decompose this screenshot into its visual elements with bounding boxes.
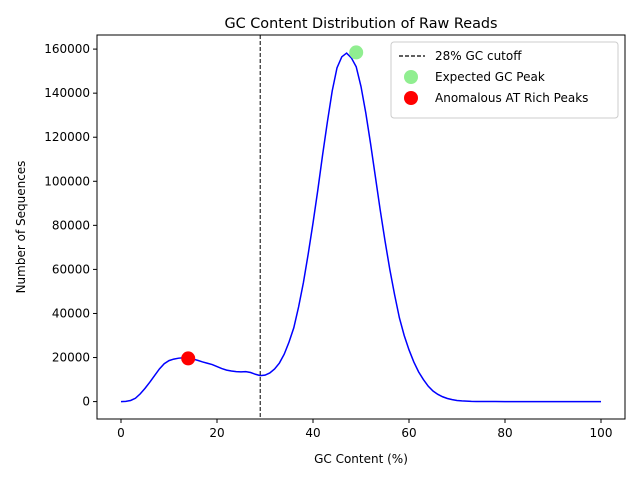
- y-tick-label: 100000: [44, 174, 90, 188]
- y-tick-label: 120000: [44, 130, 90, 144]
- y-tick-label: 80000: [52, 218, 90, 232]
- y-tick-label: 140000: [44, 86, 90, 100]
- legend-cutoff-label: 28% GC cutoff: [435, 49, 522, 63]
- y-tick-label: 160000: [44, 42, 90, 56]
- y-tick-label: 0: [82, 395, 90, 409]
- peak-marker-0: [349, 45, 364, 60]
- x-tick-label: 60: [401, 426, 416, 440]
- x-axis-label: GC Content (%): [314, 452, 408, 466]
- y-tick-label: 40000: [52, 306, 90, 320]
- x-tick-label: 40: [305, 426, 320, 440]
- x-tick-label: 80: [497, 426, 512, 440]
- chart-title: GC Content Distribution of Raw Reads: [224, 16, 497, 32]
- peak-marker-1: [181, 351, 196, 366]
- y-axis-label: Number of Sequences: [14, 161, 28, 294]
- y-tick-label: 20000: [52, 351, 90, 365]
- x-tick-label: 20: [209, 426, 224, 440]
- x-axis: 0 20 40 60 80 100: [117, 419, 612, 440]
- legend-anomalous-peaks-label: Anomalous AT Rich Peaks: [435, 91, 588, 105]
- legend-expected-peak-label: Expected GC Peak: [435, 70, 545, 84]
- legend-expected-peak-swatch: [404, 70, 418, 84]
- legend-anomalous-peaks-swatch: [404, 91, 418, 105]
- y-axis: 0 20000 40000 60000 80000 100000 120000 140000 1…: [44, 42, 97, 409]
- legend: 28% GC cutoff Expected GC Peak Anomalous…: [390, 41, 619, 119]
- plot-frame: [96, 34, 626, 420]
- x-tick-label: 100: [590, 426, 613, 440]
- x-tick-label: 0: [117, 426, 125, 440]
- y-tick-label: 60000: [52, 262, 90, 276]
- plot-area: [120, 35, 601, 419]
- legend-box: [390, 41, 619, 119]
